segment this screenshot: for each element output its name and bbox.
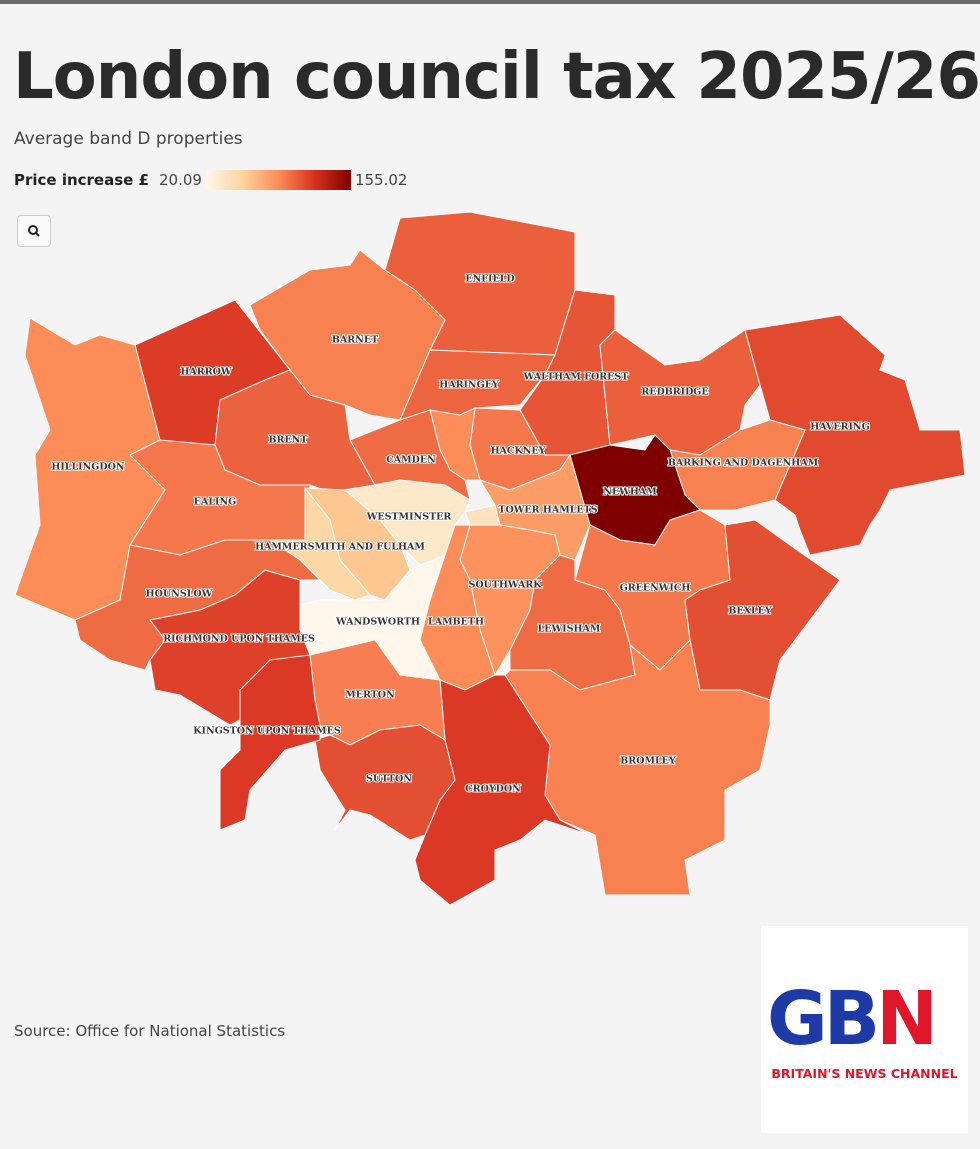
borough — [669, 419, 806, 511]
borough-label: KINGSTON UPON THAMES — [193, 726, 341, 737]
legend-min: 20.09 — [159, 171, 202, 189]
borough-label: HILLINGDON — [51, 462, 125, 473]
title: London council tax 2025/26 — [13, 40, 980, 114]
logo: GBN BRITAIN'S NEWS CHANNEL — [761, 926, 968, 1133]
borough-label: HAVERING — [810, 422, 869, 433]
borough-label: RICHMOND UPON THAMES — [163, 634, 315, 645]
borough — [268, 486, 371, 601]
borough — [74, 539, 331, 671]
borough-label: ENFIELD — [465, 274, 514, 285]
borough-label: BARNET — [332, 335, 378, 346]
borough-label: EALING — [194, 497, 237, 508]
borough — [464, 504, 501, 526]
top-bar — [0, 0, 980, 4]
borough-label: HAMMERSMITH AND FULHAM — [255, 542, 425, 553]
borough-label: BEXLEY — [728, 606, 772, 617]
borough-label: BRENT — [269, 435, 308, 446]
search-button[interactable] — [17, 215, 51, 247]
borough-label: HACKNEY — [491, 446, 546, 457]
legend: Price increase £ 20.09 155.02 — [14, 170, 407, 190]
borough-label: CROYDON — [465, 784, 521, 795]
legend-gradient — [205, 170, 351, 190]
borough-label: SOUTHWARK — [468, 580, 542, 591]
borough-label: SUTTON — [366, 774, 412, 785]
borough-label: REDBRIDGE — [641, 387, 708, 398]
source: Source: Office for National Statistics — [14, 1022, 286, 1040]
borough-label: NEWHAM — [603, 487, 657, 498]
borough-label: LEWISHAM — [538, 624, 601, 635]
logo-letters: GBN — [767, 976, 938, 1062]
borough-label: WANDSWORTH — [335, 617, 420, 628]
borough-label: GREENWICH — [620, 583, 691, 594]
legend-max: 155.02 — [354, 171, 408, 189]
borough-label: WESTMINSTER — [366, 512, 452, 523]
borough-label: HARROW — [180, 367, 231, 378]
legend-label: Price increase £ — [14, 171, 149, 189]
borough-label: BARKING AND DAGENHAM — [668, 458, 819, 469]
search-icon — [28, 225, 40, 237]
borough-label: BROMLEY — [620, 756, 676, 767]
borough — [314, 724, 456, 841]
subtitle: Average band D properties — [14, 129, 243, 149]
borough-label: CAMDEN — [386, 455, 436, 466]
logo-n: N — [876, 976, 938, 1062]
borough-label: WALTHAM FOREST — [523, 372, 629, 383]
borough-label: MERTON — [345, 690, 395, 701]
borough-label: HARINGEY — [439, 380, 499, 391]
logo-gb: GB — [767, 976, 880, 1062]
borough-label: LAMBETH — [428, 617, 484, 628]
logo-tagline: BRITAIN'S NEWS CHANNEL — [771, 1066, 958, 1081]
borough-label: TOWER HAMLETS — [498, 505, 597, 516]
borough-label: HOUNSLOW — [146, 589, 213, 600]
